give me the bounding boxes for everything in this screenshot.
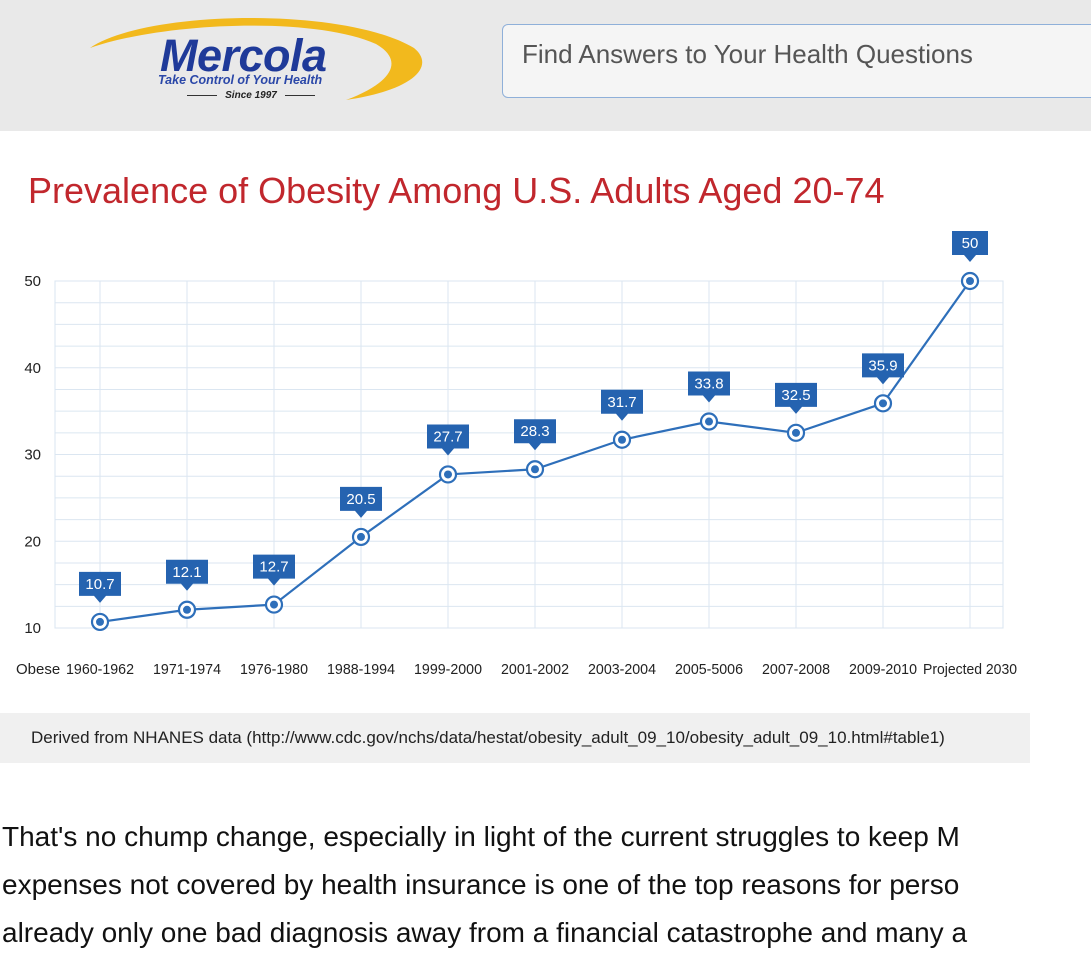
data-label: 28.3 xyxy=(520,423,549,440)
article-body: That's no chump change, especially in li… xyxy=(2,813,1091,957)
data-label: 35.9 xyxy=(868,357,897,374)
series-label: Obese xyxy=(16,661,60,678)
x-tick-label: 2003-2004 xyxy=(588,661,656,678)
data-point-center xyxy=(792,428,800,437)
article-line: That's no chump change, especially in li… xyxy=(2,821,960,852)
obesity-line-chart: 10 20 30 40 50 1960-1962 1971-1974 1976-1980 198… xyxy=(16,231,1017,678)
source-text: Derived from NHANES data (http://www.cdc… xyxy=(31,728,945,747)
search-input[interactable]: Find Answers to Your Health Questions xyxy=(502,24,1091,98)
data-label-box xyxy=(775,382,817,414)
data-label-box xyxy=(340,486,382,518)
data-label-box xyxy=(427,424,469,456)
site-header: Mercola Take Control of Your Health Sinc… xyxy=(0,0,1091,131)
y-tick-label: 20 xyxy=(24,533,41,550)
mercola-logo[interactable]: Mercola Take Control of Your Health Sinc… xyxy=(84,8,429,118)
data-label: 50 xyxy=(962,235,979,252)
y-tick-label: 50 xyxy=(24,273,41,290)
data-point-center xyxy=(183,605,191,614)
data-point-center xyxy=(270,600,278,609)
x-tick-label: 2001-2002 xyxy=(501,661,569,678)
x-tick-label: 1976-1980 xyxy=(240,661,308,678)
data-point-center xyxy=(705,417,713,426)
data-point-center xyxy=(966,277,974,285)
data-point-center xyxy=(618,435,626,444)
data-label: 27.7 xyxy=(433,428,462,445)
data-label-box xyxy=(514,419,556,451)
data-label-box xyxy=(601,389,643,421)
data-point-center xyxy=(357,532,365,541)
x-tick-label: 2005-5006 xyxy=(675,661,743,678)
logo-name: Mercola xyxy=(160,30,327,81)
x-tick-label: 1960-1962 xyxy=(66,661,134,678)
x-tick-label: Projected 2030 xyxy=(923,661,1017,678)
data-label: 10.7 xyxy=(85,576,114,593)
y-tick-label: 30 xyxy=(24,447,41,464)
x-tick-label: 1999-2000 xyxy=(414,661,482,678)
data-point-center xyxy=(531,465,539,474)
data-label: 32.5 xyxy=(781,387,810,404)
data-label: 31.7 xyxy=(607,394,636,411)
article-line: already only one bad diagnosis away from… xyxy=(2,917,968,948)
data-label-box xyxy=(862,353,904,385)
source-caption: Derived from NHANES data (http://www.cdc… xyxy=(0,713,1030,763)
y-tick-label: 10 xyxy=(24,620,41,637)
data-label: 12.7 xyxy=(259,559,288,576)
x-tick-label: 1988-1994 xyxy=(327,661,395,678)
y-tick-label: 40 xyxy=(24,360,41,377)
logo-tagline: Take Control of Your Health xyxy=(158,73,323,87)
data-label-box xyxy=(79,571,121,603)
data-label: 33.8 xyxy=(694,376,723,393)
data-label: 20.5 xyxy=(346,491,375,508)
x-tick-label: 2007-2008 xyxy=(762,661,830,678)
x-tick-label: 1971-1974 xyxy=(153,661,221,678)
data-point-center xyxy=(879,399,887,408)
data-label-box xyxy=(166,559,208,591)
data-label-box xyxy=(688,371,730,403)
data-point-center xyxy=(444,470,452,479)
article-line: expenses not covered by health insurance… xyxy=(2,869,960,900)
search-placeholder: Find Answers to Your Health Questions xyxy=(522,39,973,69)
data-label: 12.1 xyxy=(172,564,201,581)
logo-since: Since 1997 xyxy=(176,90,326,101)
data-label-box xyxy=(253,554,295,586)
data-label-box xyxy=(952,231,988,262)
chart-title: Prevalence of Obesity Among U.S. Adults … xyxy=(28,170,885,211)
data-point-center xyxy=(96,617,104,626)
x-tick-label: 2009-2010 xyxy=(849,661,917,678)
